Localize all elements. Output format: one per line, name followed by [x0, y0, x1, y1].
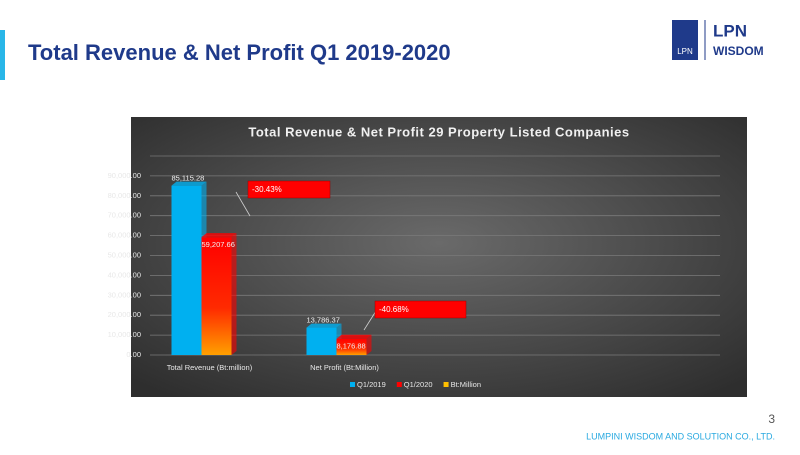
bar-side [231, 233, 237, 355]
legend-label: Q1/2020 [404, 380, 433, 389]
bar-top [201, 233, 237, 238]
logo-mark-text: LPN [677, 47, 693, 56]
bar-top [306, 323, 342, 328]
data-label: 59,207.66 [202, 240, 235, 249]
y-tick-label: 70,000.00 [108, 211, 141, 220]
y-tick-label: 10,000.00 [108, 330, 141, 339]
accent-bar [0, 30, 5, 80]
data-label: 13,786.37 [307, 316, 340, 325]
data-label: 85,115.28 [172, 174, 205, 183]
x-tick-label: Total Revenue (Bt:million) [167, 363, 253, 372]
footer: LUMPINI WISDOM AND SOLUTION CO., LTD. [586, 431, 775, 441]
logo-mark [672, 20, 698, 60]
annotation-text: -40.68% [379, 305, 409, 314]
logo-name: LPN [713, 21, 747, 40]
logo-sub: WISDOM [713, 44, 764, 58]
y-tick-label: 60,000.00 [108, 231, 141, 240]
legend-label: Bt:Million [451, 380, 481, 389]
annotation-box [374, 300, 467, 319]
legend-swatch [443, 382, 449, 387]
bar [201, 237, 232, 355]
bar-top [336, 334, 372, 339]
legend-label: Q1/2019 [357, 380, 386, 389]
legend-swatch [396, 382, 402, 387]
x-tick-label: Net Profit (Bt:Million) [310, 363, 379, 372]
y-tick-label: 50,000.00 [108, 250, 141, 259]
annotation-arrow [235, 191, 251, 217]
data-label: 8,176.88 [337, 342, 366, 351]
y-tick-label: 80,000.00 [108, 191, 141, 200]
annotation-arrow [363, 310, 377, 331]
bar-side [366, 334, 372, 355]
annotation-box [247, 180, 331, 199]
bar [306, 327, 337, 355]
y-tick-label: 30,000.00 [108, 290, 141, 299]
y-tick-label: 90,000.00 [108, 171, 141, 180]
bar [171, 185, 202, 355]
chart-title: Total Revenue & Net Profit 29 Property L… [248, 124, 629, 139]
legend-swatch [350, 382, 355, 387]
y-tick-label: 20,000.00 [108, 310, 141, 319]
bar-top [171, 181, 207, 186]
y-tick-label: 40,000.00 [108, 270, 141, 279]
annotation-text: -30.43% [252, 185, 282, 194]
page-number: 3 [768, 412, 775, 426]
bar [336, 338, 367, 355]
y-tick-label: 0.00 [126, 350, 141, 359]
slide-title: Total Revenue & Net Profit Q1 2019-2020 [28, 40, 451, 65]
